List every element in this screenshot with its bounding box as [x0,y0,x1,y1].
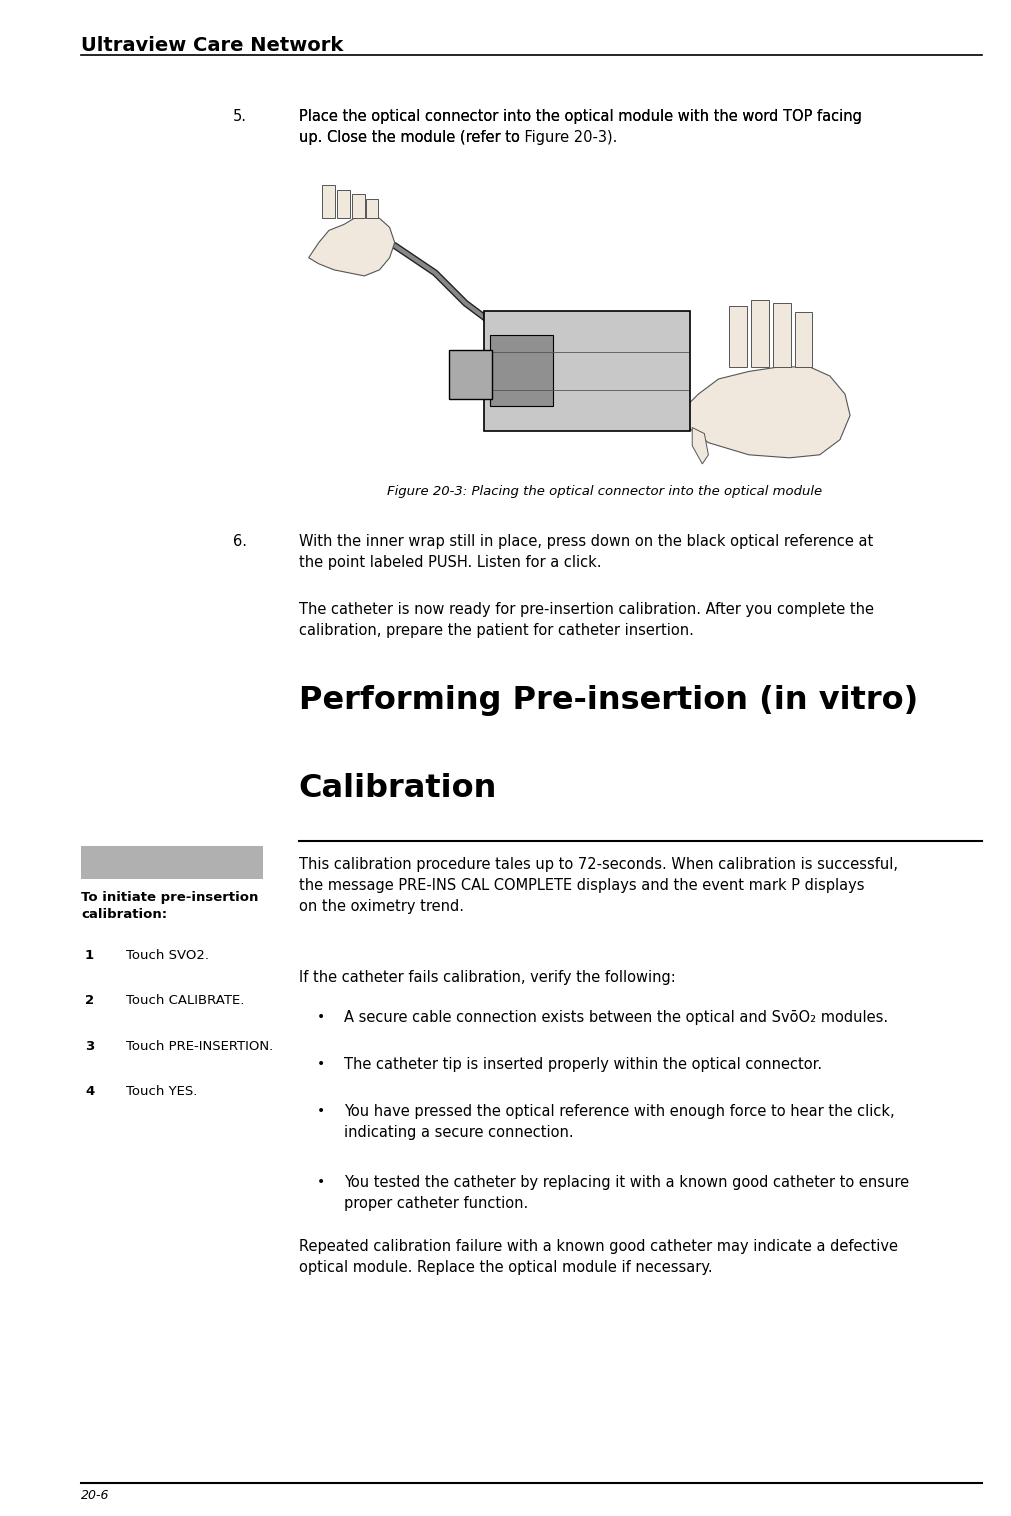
Text: 5.: 5. [233,109,247,124]
Text: Figure 20-3: Placing the optical connector into the optical module: Figure 20-3: Placing the optical connect… [387,485,821,499]
Text: •: • [316,1010,325,1023]
FancyBboxPatch shape [449,350,491,399]
Polygon shape [682,367,849,458]
Text: 6.: 6. [233,534,247,549]
Polygon shape [692,428,708,464]
Text: Touch PRE-INSERTION.: Touch PRE-INSERTION. [126,1040,274,1054]
Polygon shape [750,300,768,367]
Text: 3: 3 [85,1040,94,1054]
Text: The catheter is now ready for pre-insertion calibration. After you complete the
: The catheter is now ready for pre-insert… [298,602,872,638]
Text: Ultraview Care Network: Ultraview Care Network [81,36,343,56]
Polygon shape [352,194,365,218]
Text: Repeated calibration failure with a known good catheter may indicate a defective: Repeated calibration failure with a know… [298,1239,897,1275]
Text: Place the optical connector into the optical module with the word TOP facing
up.: Place the optical connector into the opt… [298,109,860,146]
Text: 4: 4 [85,1085,94,1099]
Text: •: • [316,1175,325,1189]
Polygon shape [321,185,335,218]
Text: You tested the catheter by replacing it with a known good catheter to ensure
pro: You tested the catheter by replacing it … [344,1175,908,1211]
FancyBboxPatch shape [298,170,910,470]
Text: To initiate pre-insertion
calibration:: To initiate pre-insertion calibration: [81,891,258,922]
Polygon shape [772,303,791,367]
Text: •: • [316,1057,325,1070]
Text: Touch YES.: Touch YES. [126,1085,198,1099]
Text: Performing Pre-insertion (in vitro): Performing Pre-insertion (in vitro) [298,685,917,716]
Text: The catheter tip is inserted properly within the optical connector.: The catheter tip is inserted properly wi… [344,1057,821,1072]
FancyBboxPatch shape [483,311,690,431]
FancyBboxPatch shape [81,846,263,879]
Polygon shape [728,306,746,367]
Polygon shape [308,215,394,276]
Text: 1: 1 [85,949,94,963]
Text: This calibration procedure tales up to 72-seconds. When calibration is successfu: This calibration procedure tales up to 7… [298,857,897,914]
Text: Place the optical connector into the optical module with the word TOP facing
up.: Place the optical connector into the opt… [298,109,860,146]
FancyBboxPatch shape [489,335,552,406]
Text: If the catheter fails calibration, verify the following:: If the catheter fails calibration, verif… [298,970,674,985]
Text: You have pressed the optical reference with enough force to hear the click,
indi: You have pressed the optical reference w… [344,1104,894,1140]
Text: Touch SVO2.: Touch SVO2. [126,949,209,963]
Polygon shape [366,199,378,218]
Text: 2: 2 [85,994,94,1008]
Text: 20-6: 20-6 [81,1489,109,1502]
Text: Touch CALIBRATE.: Touch CALIBRATE. [126,994,245,1008]
Text: Calibration: Calibration [298,773,496,803]
Text: With the inner wrap still in place, press down on the black optical reference at: With the inner wrap still in place, pres… [298,534,871,570]
Polygon shape [337,190,350,218]
Text: •: • [316,1104,325,1117]
Text: A secure cable connection exists between the optical and SvōO₂ modules.: A secure cable connection exists between… [344,1010,888,1025]
Polygon shape [795,312,811,367]
